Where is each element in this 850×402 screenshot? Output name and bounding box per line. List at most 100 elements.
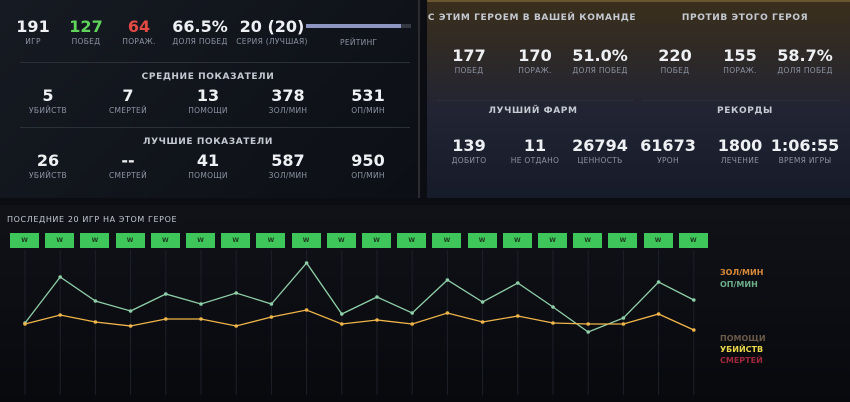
rating-bar-fill xyxy=(306,24,401,28)
legend-item[interactable]: ПОМОЩИ xyxy=(720,334,766,343)
data-point[interactable] xyxy=(516,281,520,285)
data-point[interactable] xyxy=(58,275,62,279)
stat-label: ПОРАЖ. xyxy=(518,66,552,75)
data-point[interactable] xyxy=(516,314,520,318)
game-result-badge[interactable]: W xyxy=(678,233,708,248)
stat-streak: 20 (20) СЕРИЯ (ЛУЧШАЯ) xyxy=(236,17,307,46)
stat-label: ОП/МИН xyxy=(351,106,385,115)
game-result-badge[interactable]: W xyxy=(291,233,321,248)
data-point[interactable] xyxy=(340,322,344,326)
average-stat: 13 ПОМОЩИ xyxy=(188,86,228,115)
against-hero-stat: 220 ПОБЕД xyxy=(658,46,691,75)
data-point[interactable] xyxy=(128,324,133,328)
data-point[interactable] xyxy=(93,320,98,324)
game-result-badge[interactable]: W xyxy=(608,233,638,248)
stat-label: ДОЛЯ ПОБЕД xyxy=(172,37,228,46)
divider xyxy=(20,62,410,63)
data-point[interactable] xyxy=(621,322,626,326)
average-title: СРЕДНИЕ ПОКАЗАТЕЛИ xyxy=(141,72,275,82)
data-point[interactable] xyxy=(621,316,626,320)
game-result-badge[interactable]: W xyxy=(10,233,39,248)
stat-value: 26794 xyxy=(572,136,628,155)
data-point[interactable] xyxy=(128,309,133,313)
data-point[interactable] xyxy=(410,322,415,326)
data-point[interactable] xyxy=(269,302,274,306)
legend-item[interactable]: СМЕРТЕЙ xyxy=(720,356,763,365)
data-point[interactable] xyxy=(164,317,168,321)
stat-value: 5 xyxy=(42,86,54,105)
with-hero-title: С ЭТИМ ГЕРОЕМ В ВАШЕЙ КОМАНДЕ xyxy=(427,13,637,23)
data-point[interactable] xyxy=(304,308,309,312)
stat-label: ПОМОЩИ xyxy=(188,106,228,115)
data-point[interactable] xyxy=(656,312,661,316)
data-point[interactable] xyxy=(199,302,203,306)
average-stat: 378 ЗОЛ/МИН xyxy=(269,86,308,115)
records-stat: 1800 ЛЕЧЕНИЕ xyxy=(718,136,763,165)
data-point[interactable] xyxy=(199,317,203,321)
game-result-badge[interactable]: W xyxy=(186,233,215,248)
game-result-badge[interactable]: W xyxy=(221,233,251,248)
data-point[interactable] xyxy=(340,312,344,316)
with-hero-stat: 177 ПОБЕД xyxy=(452,46,485,75)
stat-value: 1800 xyxy=(717,136,763,155)
data-point[interactable] xyxy=(445,278,450,282)
data-point[interactable] xyxy=(445,311,450,315)
data-point[interactable] xyxy=(164,292,168,296)
data-point[interactable] xyxy=(551,321,555,325)
data-point[interactable] xyxy=(234,324,238,328)
stat-value: 531 xyxy=(351,86,385,105)
data-point[interactable] xyxy=(586,322,590,326)
game-result-badge[interactable]: W xyxy=(80,233,110,248)
recent-games-title: ПОСЛЕДНИЕ 20 ИГР НА ЭТОМ ГЕРОЕ xyxy=(7,215,178,224)
stat-value: 26 xyxy=(36,151,60,170)
stat-label: СМЕРТЕЙ xyxy=(109,171,147,180)
legend-item[interactable]: ЗОЛ/МИН xyxy=(720,268,764,277)
best-stat: 950 ОП/МИН xyxy=(351,151,385,180)
game-result-badge[interactable]: W xyxy=(326,233,356,248)
game-result-badge[interactable]: W xyxy=(643,233,673,248)
legend-item[interactable]: УБИЙСТВ xyxy=(720,345,764,354)
game-result-badge[interactable]: W xyxy=(256,233,286,248)
data-point[interactable] xyxy=(656,280,661,284)
data-point[interactable] xyxy=(234,291,238,295)
stat-value: 61673 xyxy=(640,136,696,155)
data-point[interactable] xyxy=(375,295,379,299)
data-point[interactable] xyxy=(480,320,485,324)
game-result-badge[interactable]: W xyxy=(397,233,427,248)
game-result-badge[interactable]: W xyxy=(362,233,391,248)
game-result-badge[interactable]: W xyxy=(45,233,75,248)
game-result-badge[interactable]: W xyxy=(150,233,180,248)
game-result-badge[interactable]: W xyxy=(432,233,462,248)
data-point[interactable] xyxy=(586,330,590,334)
data-point[interactable] xyxy=(692,298,696,302)
records-stat: 61673 УРОН xyxy=(640,136,696,165)
stat-label: ИГР xyxy=(25,37,41,46)
with-hero-stat: 170 ПОРАЖ. xyxy=(518,46,551,75)
stat-label: ПОБЕД xyxy=(454,66,484,75)
data-point[interactable] xyxy=(692,328,696,332)
average-stat: 7 СМЕРТЕЙ xyxy=(109,86,147,115)
data-point[interactable] xyxy=(551,305,555,309)
data-point[interactable] xyxy=(93,299,98,303)
game-result-badge[interactable]: W xyxy=(573,233,603,248)
game-result-badge[interactable]: W xyxy=(538,233,567,248)
stat-games: 191 ИГР xyxy=(16,17,49,46)
stat-value: 155 xyxy=(723,46,757,65)
data-point[interactable] xyxy=(23,322,27,326)
records-title: РЕКОРДЫ xyxy=(717,106,773,116)
stat-label: СМЕРТЕЙ xyxy=(109,106,147,115)
data-point[interactable] xyxy=(410,311,415,315)
data-point[interactable] xyxy=(304,261,309,265)
data-point[interactable] xyxy=(58,313,62,317)
legend-item[interactable]: ОП/МИН xyxy=(720,280,758,289)
game-result-badge[interactable]: W xyxy=(467,233,497,248)
data-point[interactable] xyxy=(269,315,274,319)
game-result-badge[interactable]: W xyxy=(502,233,532,248)
data-point[interactable] xyxy=(375,318,379,322)
data-point[interactable] xyxy=(480,300,485,304)
hero-matchup-panel xyxy=(427,0,850,198)
stat-label: УРОН xyxy=(657,156,679,165)
game-result-badge[interactable]: W xyxy=(115,233,145,248)
with-hero-stat: 51.0% ДОЛЯ ПОБЕД xyxy=(572,46,628,75)
stat-losses: 64 ПОРАЖ. xyxy=(122,17,155,46)
